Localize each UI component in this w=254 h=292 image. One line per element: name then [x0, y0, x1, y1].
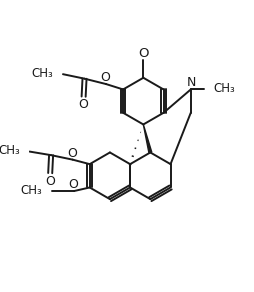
Text: CH₃: CH₃: [213, 82, 235, 95]
Text: CH₃: CH₃: [21, 184, 43, 197]
Text: CH₃: CH₃: [31, 67, 53, 80]
Text: O: O: [67, 147, 77, 160]
Text: N: N: [186, 76, 196, 89]
Text: O: O: [69, 178, 78, 191]
Text: O: O: [79, 98, 89, 111]
Polygon shape: [143, 124, 152, 153]
Text: O: O: [45, 175, 55, 188]
Text: O: O: [138, 48, 149, 60]
Text: CH₃: CH₃: [0, 144, 20, 157]
Text: O: O: [101, 71, 110, 84]
